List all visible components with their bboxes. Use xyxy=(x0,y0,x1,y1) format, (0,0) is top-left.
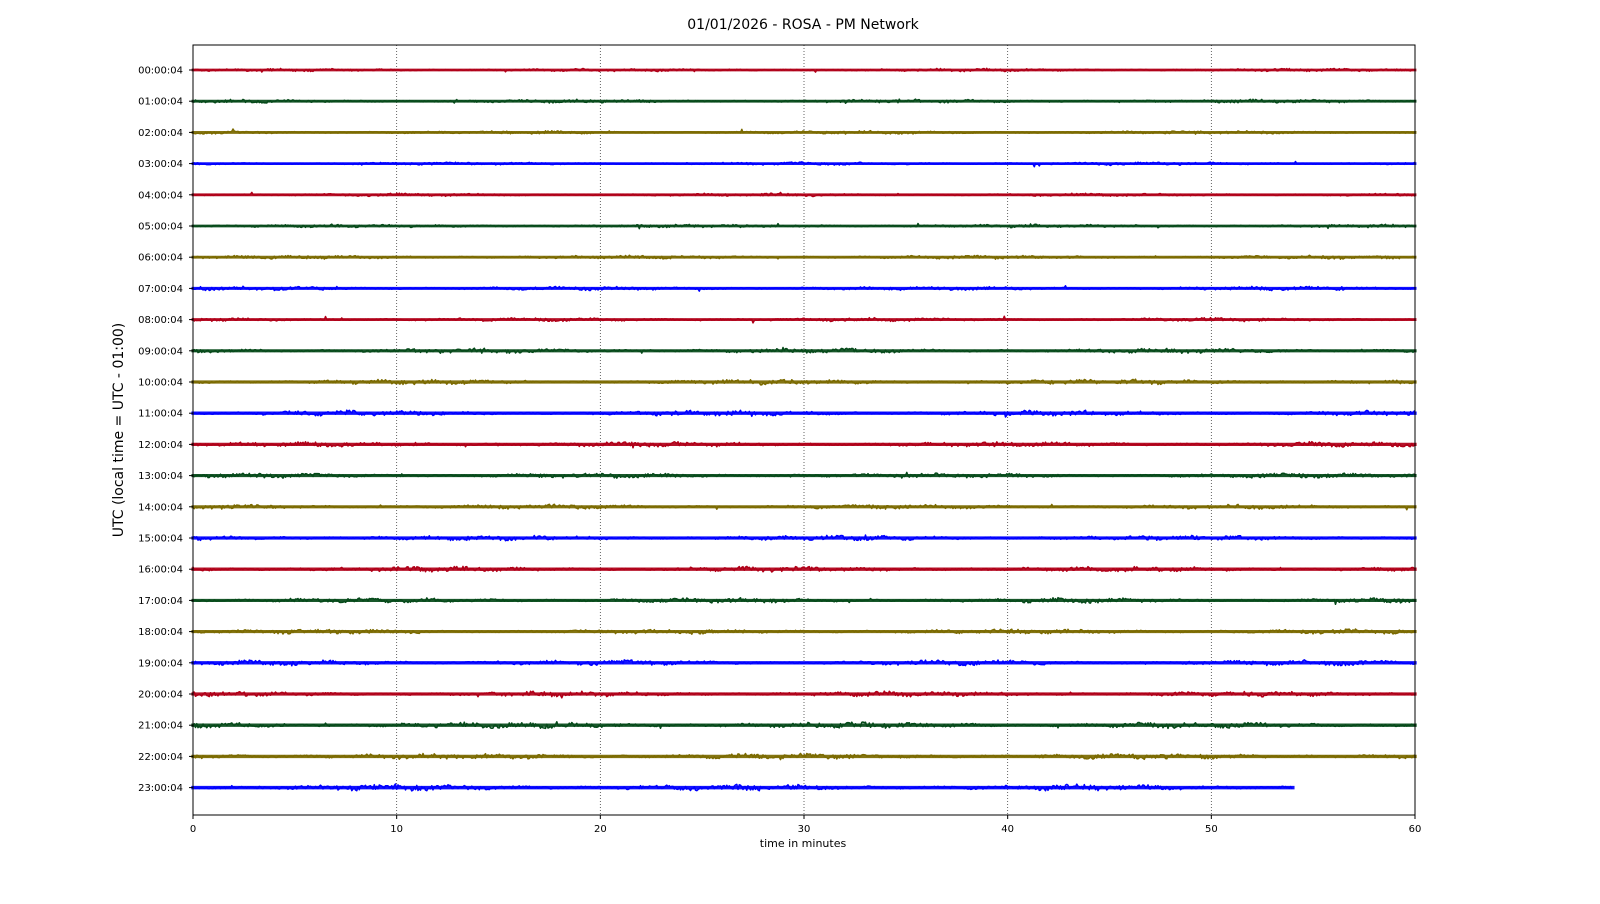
hour-row-label: 03:00:04 xyxy=(138,159,183,170)
hour-row-label: 13:00:04 xyxy=(138,471,183,482)
hour-row-label: 14:00:04 xyxy=(138,502,183,513)
hour-row-label: 20:00:04 xyxy=(138,690,183,701)
hour-row-label: 04:00:04 xyxy=(138,190,183,201)
x-axis: 0 10 20 30 40 50 60 xyxy=(190,815,1422,835)
x-tick-label: 30 xyxy=(798,824,811,835)
chart-title: 01/01/2026 - ROSA - PM Network xyxy=(687,17,919,33)
hour-row-label: 05:00:04 xyxy=(138,222,183,233)
hour-row-label: 21:00:04 xyxy=(138,721,183,732)
hour-row-label: 08:00:04 xyxy=(138,315,183,326)
hour-row-label: 23:00:04 xyxy=(138,783,183,794)
x-axis-label: time in minutes xyxy=(760,837,847,850)
hour-row-label: 17:00:04 xyxy=(138,596,183,607)
x-tick-label: 60 xyxy=(1409,824,1422,835)
hour-row-label: 18:00:04 xyxy=(138,627,183,638)
hour-row-label: 22:00:04 xyxy=(138,752,183,763)
trace-series xyxy=(191,67,1417,792)
hour-row-label: 09:00:04 xyxy=(138,346,183,357)
hour-row-label: 07:00:04 xyxy=(138,284,183,295)
x-tick-label: 0 xyxy=(190,824,196,835)
hour-row-label: 11:00:04 xyxy=(138,409,183,420)
grid-lines xyxy=(396,45,1212,815)
hour-row-label: 15:00:04 xyxy=(138,534,183,545)
hour-row-label: 00:00:04 xyxy=(138,66,183,77)
hour-row-label: 16:00:04 xyxy=(138,565,183,576)
y-axis-label: UTC (local time = UTC - 01:00) xyxy=(111,323,127,538)
hour-row-label: 06:00:04 xyxy=(138,253,183,264)
x-tick-label: 10 xyxy=(390,824,403,835)
x-tick-label: 50 xyxy=(1205,824,1218,835)
x-tick-label: 40 xyxy=(1001,824,1014,835)
hour-row-label: 19:00:04 xyxy=(138,658,183,669)
hour-row-label: 10:00:04 xyxy=(138,378,183,389)
hour-row-label: 12:00:04 xyxy=(138,440,183,451)
hour-row-label: 02:00:04 xyxy=(138,128,183,139)
y-axis: 00:00:04 01:00:04 02:00:04 03:00:04 04:00:04… xyxy=(138,66,193,794)
x-tick-label: 20 xyxy=(594,824,607,835)
hour-row-label: 01:00:04 xyxy=(138,97,183,108)
